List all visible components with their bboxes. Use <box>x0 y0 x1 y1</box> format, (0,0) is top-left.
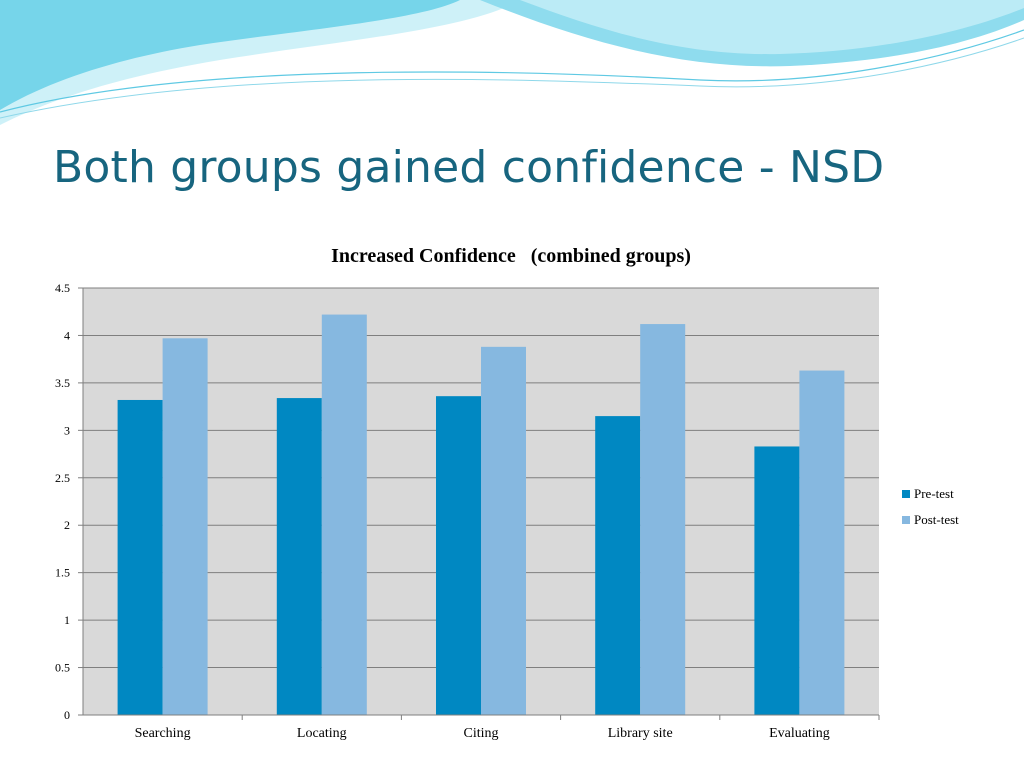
x-category-label: Library site <box>608 726 673 741</box>
wave-line-2 <box>0 37 1024 119</box>
legend-label-pre-test: Pre-test <box>914 486 954 501</box>
bars <box>117 314 845 715</box>
header-wave-decoration <box>0 0 1024 125</box>
y-tick-label: 0 <box>64 708 70 722</box>
bar-pre-test-evaluating <box>754 446 800 715</box>
bar-post-test-evaluating <box>799 370 845 715</box>
x-category-label: Searching <box>135 726 191 741</box>
legend-swatch-post-test <box>902 516 910 524</box>
bar-post-test-citing <box>481 346 526 715</box>
y-tick-label: 4.5 <box>55 281 70 295</box>
y-tick-label: 1 <box>64 613 70 627</box>
slide-title: Both groups gained confidence - NSD <box>53 142 885 193</box>
bar-pre-test-library-site <box>595 416 641 715</box>
wave-line <box>0 29 1024 113</box>
bar-pre-test-locating <box>276 398 322 715</box>
bar-pre-test-citing <box>436 396 481 715</box>
axes: 0 0.5 1 1.5 2 2.5 3 3.5 4 4.5 Searching Locating Cit… <box>55 281 880 741</box>
x-category-label: Evaluating <box>769 726 830 741</box>
wave-right-highlight <box>520 0 1024 55</box>
chart-title: Increased Confidence (combined groups) <box>331 245 691 267</box>
legend: Pre-test Post-test <box>902 486 959 527</box>
y-tick-label: 2.5 <box>55 471 70 485</box>
y-tick-label: 4 <box>64 328 70 342</box>
y-tick-label: 1.5 <box>55 566 70 580</box>
bar-post-test-searching <box>162 338 208 715</box>
y-tick-label: 0.5 <box>55 661 70 675</box>
bar-post-test-library-site <box>640 324 686 715</box>
x-category-label: Citing <box>463 726 498 741</box>
legend-swatch-pre-test <box>902 490 910 498</box>
bar-pre-test-searching <box>117 399 163 715</box>
x-category-label: Locating <box>297 726 347 741</box>
bar-post-test-locating <box>321 314 367 715</box>
y-tick-label: 3.5 <box>55 376 70 390</box>
bar-chart: Increased Confidence (combined groups) 0… <box>55 245 959 741</box>
y-tick-label: 2 <box>64 518 70 532</box>
y-tick-label: 3 <box>64 423 70 437</box>
wave-light-band <box>0 0 520 125</box>
legend-label-post-test: Post-test <box>914 512 959 527</box>
